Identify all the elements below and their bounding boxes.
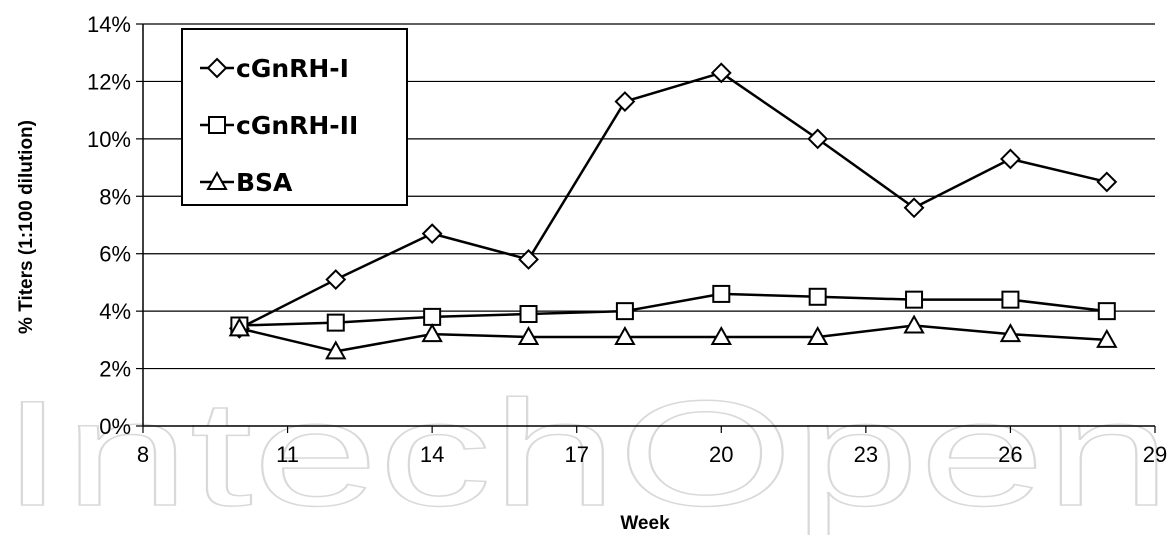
data-point-bsa [1096,328,1118,348]
legend-label-cgnrh-ii: cGnRH-II [236,111,358,140]
data-point-cgnrh-i [518,249,539,270]
legend: cGnRH-I cGnRH-II BSA [181,28,408,206]
data-point-cgnrh-i [903,197,925,219]
data-point-cgnrh-i [614,91,636,112]
y-tick-label: 8% [99,184,131,209]
data-point-bsa [999,323,1022,343]
x-tick-label: 14 [420,442,444,467]
legend-item-cgnrh-i: cGnRH-I [200,54,349,83]
data-point-cgnrh-ii [1001,290,1020,309]
legend-marker-bsa [206,170,228,190]
watermark-logo: IntechOpen [1,369,1171,535]
x-tick-label: 17 [564,442,588,467]
data-point-cgnrh-ii [905,290,924,309]
data-point-cgnrh-ii [808,287,827,306]
x-tick-label: 26 [998,442,1022,467]
series-bsa [228,314,1118,360]
y-tick-labels: 0% 2% 4% 6% 8% 10% 12% 14% [87,12,131,439]
data-point-cgnrh-ii [1097,302,1116,321]
legend-item-bsa: BSA [200,168,293,197]
data-point-cgnrh-i [1096,171,1118,193]
series-line-cgnrh-ii [239,292,1107,327]
x-tick-label: 11 [276,442,299,467]
series-group [228,62,1118,360]
legend-marker-cgnrh-i [206,57,228,79]
y-tick-label: 0% [99,414,131,439]
data-point-bsa [421,323,443,343]
data-point-bsa [325,340,347,360]
data-point-cgnrh-ii [423,307,442,326]
y-tick-label: 6% [99,242,131,267]
data-point-cgnrh-ii [519,305,538,324]
y-tick-label: 4% [99,299,131,324]
data-point-cgnrh-i [1000,148,1021,170]
data-point-bsa [710,325,732,345]
legend-item-cgnrh-ii: cGnRH-II [200,111,358,140]
x-tick-label: 20 [709,442,733,467]
x-tick-label: 8 [137,442,149,467]
y-tick-label: 12% [87,69,131,94]
y-axis-title: % Titers (1:100 dilution) [16,120,37,334]
x-tick-label: 29 [1143,442,1167,467]
legend-label-cgnrh-i: cGnRH-I [236,54,349,83]
legend-marker-cgnrh-ii [208,116,226,134]
data-point-cgnrh-ii [712,284,731,303]
data-point-cgnrh-ii [326,313,345,332]
y-tick-label: 2% [99,357,131,382]
data-point-cgnrh-ii [615,302,634,321]
legend-label-bsa: BSA [236,168,293,197]
data-point-bsa [517,325,540,345]
x-axis-title: Week [620,513,670,534]
data-point-bsa [903,314,925,334]
x-tick-labels: 8 11 14 17 20 23 26 29 [137,442,1167,467]
series-line-cgnrh-i [238,71,1108,330]
data-point-cgnrh-i [421,223,443,245]
data-point-cgnrh-i [807,128,829,150]
axes [142,24,1156,433]
data-point-cgnrh-i [325,269,347,290]
data-point-cgnrh-i [710,62,732,84]
data-point-bsa [806,325,829,345]
x-tick-label: 23 [854,442,878,467]
data-point-bsa [614,325,636,345]
data-point-bsa [228,317,251,337]
y-tick-label: 14% [87,12,131,37]
series-cgnrh-ii [230,284,1116,335]
series-line-bsa [239,324,1107,353]
y-tick-label: 10% [87,127,131,152]
